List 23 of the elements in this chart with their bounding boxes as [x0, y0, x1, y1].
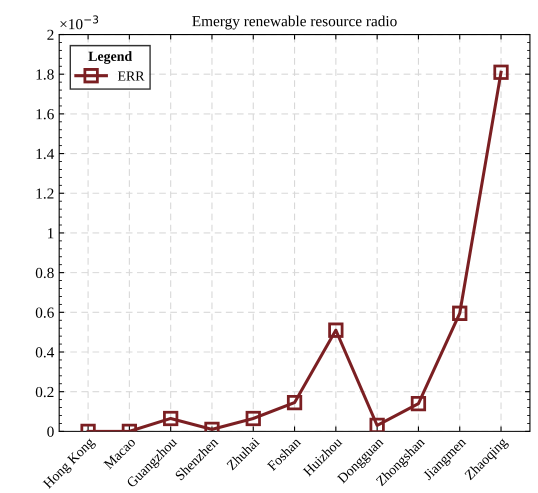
point: [163, 410, 178, 426]
point: [452, 306, 468, 321]
y-tick-label: 2: [47, 30, 54, 40]
y-tick-label: 0.2: [36, 386, 54, 398]
y-tick-label: 1.6: [36, 109, 54, 120]
y-tick-label: 1.4: [36, 148, 54, 160]
y-tick-label: 1.2: [36, 188, 54, 199]
y-tick-label: 1.8: [36, 69, 54, 80]
y-tick-label: 0.4: [36, 347, 54, 358]
y-tick-label: 1: [48, 228, 54, 238]
y-tick-label: 0.8: [36, 268, 54, 278]
point: [328, 322, 344, 338]
legend-label: ERR: [118, 71, 145, 81]
y-tick-label: 0.6: [36, 307, 54, 318]
point: [410, 396, 426, 412]
point: [286, 394, 302, 410]
text: ×10$^{−3}$: [60, 15, 98, 30]
legend-title: Legend: [88, 51, 132, 64]
chart-title: Emergy renewable resource radio: [192, 16, 397, 30]
y-tick-label: 0: [47, 426, 54, 437]
point: [370, 418, 385, 432]
point: [246, 410, 261, 426]
point: [493, 64, 509, 80]
